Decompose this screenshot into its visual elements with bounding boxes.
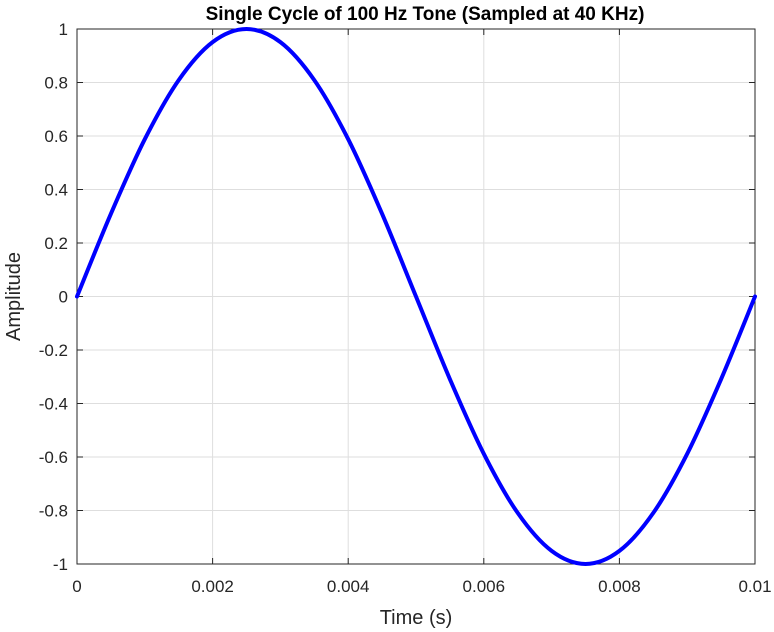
- y-tick-label-6: 0.2: [44, 234, 68, 253]
- x-tick-label-3: 0.006: [463, 577, 506, 596]
- y-tick-label-9: 0.8: [44, 74, 68, 93]
- y-tick-label-1: -0.8: [39, 502, 68, 521]
- series-line-0: [75, 27, 757, 566]
- tick-labels: 0 0.002 0.004 0.006 0.008 0.01 -1 -0.8 -0.6 -0.4 -…: [39, 20, 772, 596]
- y-tick-label-0: -1: [53, 555, 68, 574]
- x-tick-label-2: 0.004: [327, 577, 370, 596]
- x-tick-label-1: 0.002: [191, 577, 234, 596]
- y-tick-label-8: 0.6: [44, 127, 68, 146]
- y-axis-label: Amplitude: [3, 252, 25, 341]
- x-tick-label-0: 0: [72, 577, 81, 596]
- series-layer: [75, 27, 757, 566]
- x-tick-label-4: 0.008: [598, 577, 641, 596]
- y-tick-label-5: 0: [59, 288, 68, 307]
- y-tick-label-2: -0.6: [39, 448, 68, 467]
- y-tick-label-4: -0.2: [39, 341, 68, 360]
- y-tick-label-10: 1: [59, 20, 68, 39]
- y-tick-label-3: -0.4: [39, 395, 68, 414]
- x-tick-label-5: 0.01: [738, 577, 771, 596]
- chart-title: Single Cycle of 100 Hz Tone (Sampled at …: [206, 4, 645, 25]
- y-tick-label-7: 0.4: [44, 181, 68, 200]
- x-axis-label: Time (s): [380, 607, 453, 629]
- gridlines: [76, 28, 756, 565]
